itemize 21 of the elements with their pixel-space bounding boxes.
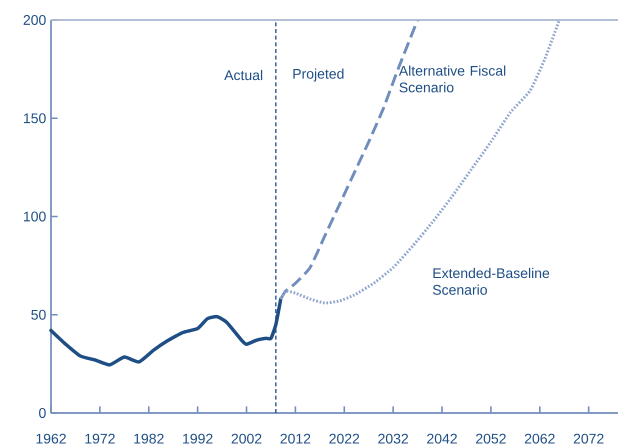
x-tick-label: 1962 [36,434,66,444]
x-tick-label: 2062 [524,434,555,444]
x-tick-label: 2022 [329,434,360,444]
text: Extended-Baseline Scenario [432,268,550,295]
y-tick-label: 0 [39,408,46,418]
y-tick-label: 100 [24,212,46,222]
x-tick-label: 1992 [183,434,212,444]
series-label: Alternative Fiscal Scenario [398,65,506,92]
x-tick-label: 2002 [232,434,262,444]
x-tick-label: 2012 [280,434,310,444]
annotation: Actual [224,70,262,80]
x-tick-label: 1982 [134,434,164,444]
y-tick-label: 50 [31,310,46,320]
y-tick-label: 200 [24,15,46,25]
x-tick-label: 2052 [476,434,506,444]
x-tick-label: 2072 [574,434,604,444]
y-tick-label: 150 [24,113,46,124]
x-tick-label: 2032 [378,434,408,444]
x-tick-label: 1972 [85,434,115,444]
x-tick-label: 2042 [427,434,457,444]
annotation: Projeted [293,68,344,82]
